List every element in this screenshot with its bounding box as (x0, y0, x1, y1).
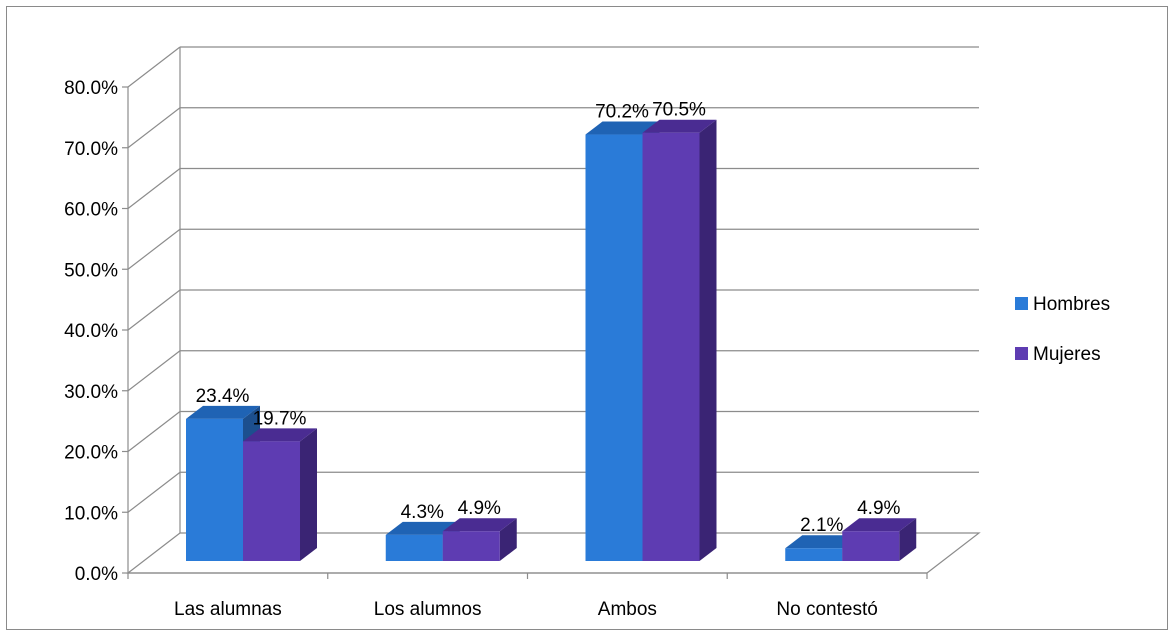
gridline-side-1 (127, 471, 181, 513)
bar-mujeres-las-alumnas (243, 428, 317, 561)
bar-mujeres-ambos-side (699, 119, 717, 562)
bar-mujeres-no-contesto-front (842, 531, 900, 561)
bar-hombres-los-alumnos-front (385, 534, 443, 561)
bar-mujeres-no-contesto-side (899, 518, 917, 561)
x-tick-label-no-contesto: No contestó (776, 599, 877, 620)
y-tick-label-5: 50.0% (64, 260, 118, 281)
legend-label-hombres: Hombres (1033, 294, 1110, 315)
x-tick-label-las-alumnas: Las alumnas (174, 599, 282, 620)
bar-mujeres-las-alumnas-top (243, 428, 317, 442)
y-tick-label-0: 0.0% (75, 564, 118, 585)
legend-swatch-mujeres (1015, 347, 1028, 360)
y-tick-label-6: 60.0% (64, 200, 118, 221)
bars (186, 119, 917, 562)
gridline-side-2 (127, 411, 181, 452)
bar-hombres-no-contesto-top (785, 535, 860, 549)
bar-mujeres-ambos (642, 119, 717, 562)
data-labels: 23.4%19.7% 4.3% 4.9% 70.2% 70.5% 2.1% 4.9% (196, 100, 901, 537)
bar-hombres-los-alumnos (385, 521, 460, 561)
data-label-mujeres-los-alumnos: 4.9% (458, 498, 501, 519)
gridline-side-6 (127, 168, 181, 209)
y-axis: 0.0% 10.0% 20.0% 30.0% 40.0% 50.0% 60.0% 70.0% 8… (64, 47, 181, 585)
data-label-mujeres-ambos: 70.5% (652, 100, 706, 121)
gridline-side-4 (127, 289, 181, 331)
bar-hombres-los-alumnos-top (385, 521, 460, 535)
y-tick-label-8: 80.0% (64, 78, 118, 99)
x-tick-label-ambos: Ambos (598, 599, 657, 620)
bar-mujeres-los-alumnos (442, 518, 517, 561)
y-tick-label-1: 10.0% (64, 503, 118, 524)
bar-mujeres-no-contesto-top (842, 518, 917, 532)
gridline-side-8 (127, 46, 181, 88)
bar-mujeres-los-alumnos-front (442, 531, 500, 561)
bar-hombres-las-alumnas-top (186, 405, 260, 419)
bar-mujeres-las-alumnas-side (300, 428, 317, 561)
chart-frame: 0.0% 10.0% 20.0% 30.0% 40.0% 50.0% 60.0% 70.0% 8… (6, 6, 1168, 630)
data-label-hombres-los-alumnos: 4.3% (401, 502, 444, 523)
bar-mujeres-ambos-top (642, 119, 717, 133)
data-label-mujeres-no-contesto: 4.9% (857, 498, 900, 519)
legend-swatch-hombres (1015, 297, 1028, 310)
data-label-hombres-ambos: 70.2% (595, 102, 649, 123)
data-label-hombres-las-alumnas: 23.4% (196, 386, 250, 407)
bar-mujeres-ambos-front (642, 132, 700, 561)
bar-chart: 0.0% 10.0% 20.0% 30.0% 40.0% 50.0% 60.0% 70.0% 8… (64, 46, 1110, 620)
y-tick-label-2: 20.0% (64, 443, 118, 464)
bar-mujeres-los-alumnos-side (499, 518, 517, 561)
bar-mujeres-las-alumnas-front (243, 441, 300, 561)
gridline-side-3 (127, 350, 181, 392)
bar-hombres-no-contesto-front (785, 548, 843, 561)
data-label-mujeres-las-alumnas: 19.7% (253, 408, 307, 429)
legend-label-mujeres: Mujeres (1033, 344, 1101, 365)
bar-hombres-ambos-front (585, 134, 643, 561)
x-tick-label-los-alumnos: Los alumnos (374, 599, 482, 620)
data-label-hombres-no-contesto: 2.1% (800, 515, 843, 536)
legend: Hombres Mujeres (1015, 294, 1110, 365)
y-tick-label-3: 30.0% (64, 382, 118, 403)
y-tick-label-4: 40.0% (64, 321, 118, 342)
gridline-side-7 (127, 107, 181, 149)
gridline-side-5 (127, 228, 181, 270)
y-tick-label-7: 70.0% (64, 139, 118, 160)
bar-mujeres-no-contesto (842, 518, 917, 561)
bar-hombres-las-alumnas-front (186, 418, 243, 561)
bar-mujeres-los-alumnos-top (442, 518, 517, 532)
x-axis: Las alumnas Los alumnos Ambos No contestó (127, 572, 928, 620)
bar-hombres-ambos-top (585, 121, 660, 135)
